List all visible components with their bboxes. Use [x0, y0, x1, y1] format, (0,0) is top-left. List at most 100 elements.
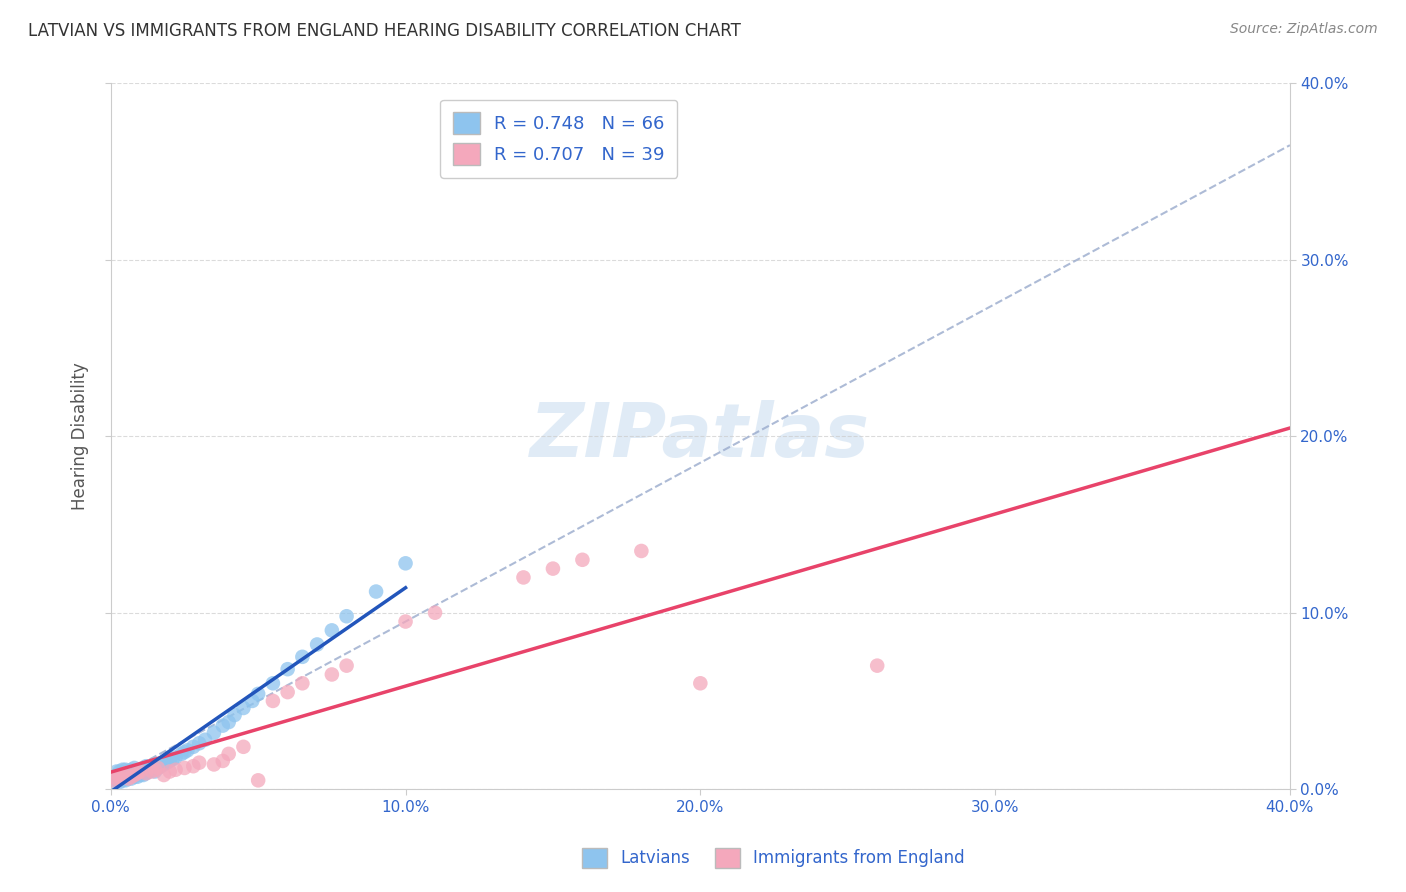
Point — [149, 759, 172, 773]
Point — [202, 757, 225, 772]
Point — [111, 768, 134, 782]
Point — [262, 694, 284, 708]
Point — [129, 764, 152, 779]
Point — [277, 685, 299, 699]
Point — [135, 766, 157, 780]
Point — [138, 764, 160, 779]
Point — [120, 770, 142, 784]
Point — [364, 584, 387, 599]
Point — [336, 609, 359, 624]
Point — [124, 770, 146, 784]
Point — [165, 750, 187, 764]
Point — [114, 770, 136, 784]
Point — [108, 764, 131, 779]
Point — [132, 768, 155, 782]
Point — [224, 708, 246, 723]
Point — [111, 766, 134, 780]
Point — [124, 768, 146, 782]
Point — [127, 766, 149, 780]
Point — [291, 676, 314, 690]
Point — [262, 676, 284, 690]
Point — [170, 747, 193, 761]
Point — [218, 715, 240, 730]
Point — [188, 736, 211, 750]
Point — [111, 773, 134, 788]
Point — [143, 763, 166, 777]
Y-axis label: Hearing Disability: Hearing Disability — [72, 362, 89, 510]
Point — [143, 764, 166, 779]
Point — [321, 667, 343, 681]
Point — [135, 759, 157, 773]
Point — [114, 773, 136, 788]
Point — [146, 761, 169, 775]
Point — [111, 763, 134, 777]
Point — [117, 772, 139, 786]
Point — [571, 553, 593, 567]
Point — [105, 764, 128, 779]
Point — [114, 766, 136, 780]
Point — [866, 658, 889, 673]
Point — [153, 757, 176, 772]
Point — [165, 763, 187, 777]
Point — [423, 606, 446, 620]
Point — [108, 770, 131, 784]
Text: Source: ZipAtlas.com: Source: ZipAtlas.com — [1230, 22, 1378, 37]
Point — [103, 772, 125, 786]
Point — [124, 761, 146, 775]
Point — [173, 761, 195, 775]
Point — [277, 662, 299, 676]
Point — [141, 763, 163, 777]
Point — [129, 763, 152, 777]
Point — [103, 773, 125, 788]
Point — [173, 745, 195, 759]
Point — [108, 775, 131, 789]
Point — [117, 772, 139, 786]
Point — [117, 768, 139, 782]
Point — [162, 752, 184, 766]
Point — [120, 772, 142, 786]
Point — [124, 766, 146, 780]
Point — [114, 763, 136, 777]
Point — [336, 658, 359, 673]
Point — [129, 768, 152, 782]
Legend: R = 0.748   N = 66, R = 0.707   N = 39: R = 0.748 N = 66, R = 0.707 N = 39 — [440, 100, 678, 178]
Point — [689, 676, 711, 690]
Point — [103, 775, 125, 789]
Point — [394, 615, 416, 629]
Point — [143, 759, 166, 773]
Point — [630, 544, 652, 558]
Point — [105, 772, 128, 786]
Legend: Latvians, Immigrants from England: Latvians, Immigrants from England — [575, 841, 972, 875]
Point — [321, 624, 343, 638]
Point — [181, 759, 204, 773]
Point — [247, 687, 270, 701]
Point — [218, 747, 240, 761]
Point — [120, 768, 142, 782]
Point — [159, 764, 181, 779]
Text: ZIPatlas: ZIPatlas — [530, 400, 870, 473]
Point — [111, 770, 134, 784]
Point — [176, 743, 198, 757]
Point — [232, 739, 254, 754]
Point — [153, 768, 176, 782]
Point — [156, 756, 179, 770]
Point — [541, 561, 564, 575]
Point — [211, 754, 233, 768]
Point — [114, 766, 136, 780]
Point — [127, 770, 149, 784]
Point — [291, 649, 314, 664]
Point — [127, 764, 149, 779]
Point — [307, 638, 329, 652]
Point — [105, 768, 128, 782]
Point — [135, 766, 157, 780]
Point — [132, 761, 155, 775]
Text: LATVIAN VS IMMIGRANTS FROM ENGLAND HEARING DISABILITY CORRELATION CHART: LATVIAN VS IMMIGRANTS FROM ENGLAND HEARI… — [28, 22, 741, 40]
Point — [247, 773, 270, 788]
Point — [394, 557, 416, 571]
Point — [159, 754, 181, 768]
Point — [146, 761, 169, 775]
Point — [105, 773, 128, 788]
Point — [211, 718, 233, 732]
Point — [181, 739, 204, 754]
Point — [512, 570, 534, 584]
